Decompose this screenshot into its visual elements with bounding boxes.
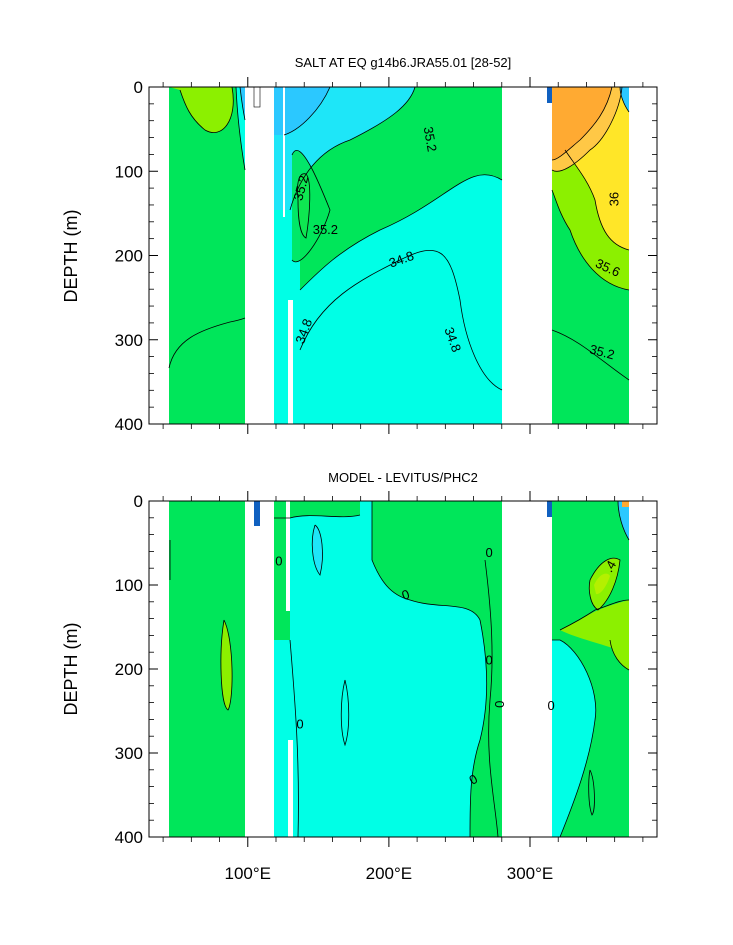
y-tick-label: 300 — [115, 744, 143, 763]
fill-orange-atlantic-tip — [622, 501, 629, 507]
fill-blue-atlantic-tip — [618, 501, 629, 540]
contour-line — [179, 86, 234, 133]
axes: 0 100 200 300 400 — [115, 77, 657, 434]
y-axis-label: DEPTH (m) — [61, 623, 81, 716]
contour-line — [299, 250, 503, 391]
x-tick-label: 100°E — [225, 864, 272, 883]
fill-green-atlantic-lower — [552, 330, 629, 424]
contour-label: 0 — [296, 716, 303, 731]
contour-line — [564, 149, 630, 251]
y-tick-label: 200 — [115, 247, 143, 266]
contour-line — [609, 639, 630, 671]
contour-line — [551, 329, 630, 381]
contour-line — [552, 639, 597, 838]
y-tick-label: 0 — [134, 492, 143, 511]
fill-lime-west — [220, 620, 233, 710]
contour-line — [617, 500, 630, 541]
x-tick-label: 200°E — [366, 864, 413, 883]
contour-label: 35.2 — [421, 125, 440, 153]
fill-lime-atlantic-east — [610, 620, 629, 670]
fill-green-core — [292, 150, 330, 262]
contour-line — [239, 86, 246, 121]
contour-line — [588, 769, 595, 816]
fill-lime-west — [169, 87, 234, 133]
y-axis-label: DEPTH (m) — [61, 210, 81, 303]
contour-line — [311, 524, 323, 576]
y-tick-label: 400 — [115, 828, 143, 847]
y-tick-label: 200 — [115, 660, 143, 679]
fill-sky-pacific-surface — [274, 87, 330, 135]
contour-line — [551, 86, 613, 161]
contour-line — [274, 514, 361, 519]
gap-strip-2 — [288, 300, 293, 424]
contour-line — [371, 501, 488, 838]
contour-line — [588, 557, 621, 611]
contour-label: 0 — [485, 545, 492, 560]
contour-line — [283, 86, 331, 136]
contour-fills — [169, 501, 629, 837]
axes: 0 100 200 300 400 — [115, 491, 657, 847]
contour-line — [484, 559, 499, 838]
contour-line — [291, 150, 331, 263]
y-tick-label: 0 — [134, 78, 143, 97]
contour-line — [340, 679, 350, 747]
fill-green-west — [169, 87, 245, 424]
fill-green-pacific-surf — [274, 501, 360, 518]
fill-aqua-blob — [312, 525, 323, 575]
contour-label: 35.2 — [290, 174, 311, 202]
y-tick-label: 100 — [115, 576, 143, 595]
y-tick-label: 100 — [115, 162, 143, 181]
contour-label: 35.2 — [313, 222, 338, 237]
difference-section-panel: MODEL - LEVITUS/PHC2 — [61, 470, 658, 847]
contour-lines — [169, 500, 630, 838]
fill-blue-atlantic-tip — [620, 87, 629, 112]
fill-green-pacific-east — [372, 501, 502, 837]
contour-label: 0 — [275, 553, 282, 568]
contour-line — [235, 86, 246, 171]
gap-strip-1 — [283, 87, 285, 217]
gap-strip-1 — [286, 501, 290, 611]
contour-label: 0 — [400, 586, 412, 603]
fill-orange-atlantic — [552, 87, 612, 160]
contour-line — [220, 619, 233, 711]
fill-west-tip — [254, 501, 260, 526]
contour-line — [299, 174, 503, 291]
x-tick-label: 300°E — [507, 864, 554, 883]
contour-fills — [169, 86, 629, 424]
contour-label: 0 — [492, 701, 507, 708]
fill-yellow-atlantic-core — [594, 573, 610, 595]
contour-line — [551, 86, 623, 172]
fill-deep-pacific-surface — [253, 86, 261, 108]
contour-lines — [168, 86, 630, 391]
contour-line — [619, 86, 630, 113]
contour-line — [551, 189, 630, 291]
contour-label: 0 — [485, 653, 492, 668]
fill-deep-atlantic-surface — [547, 501, 552, 517]
contour-label: 0 — [548, 698, 555, 713]
contour-line — [559, 599, 630, 631]
salinity-section-panel: SALT AT EQ g14b6.JRA55.01 [28-52] — [61, 55, 658, 434]
y-tick-label: 400 — [115, 415, 143, 434]
chart-title: SALT AT EQ g14b6.JRA55.01 [28-52] — [295, 55, 512, 70]
gap-strip-2 — [288, 740, 293, 837]
contour-label: 36 — [607, 192, 622, 206]
y-tick-label: 300 — [115, 331, 143, 350]
chart-title: MODEL - LEVITUS/PHC2 — [328, 470, 478, 485]
contour-line — [297, 173, 311, 239]
contour-label: 35.2 — [588, 341, 616, 362]
fill-deep-atlantic-surface — [547, 87, 552, 103]
fill-green-west — [169, 501, 245, 837]
contour-line — [289, 86, 416, 211]
x-tick-labels: 100°E 200°E 300°E — [225, 864, 554, 883]
contour-line — [289, 639, 299, 838]
contour-line — [168, 317, 246, 369]
